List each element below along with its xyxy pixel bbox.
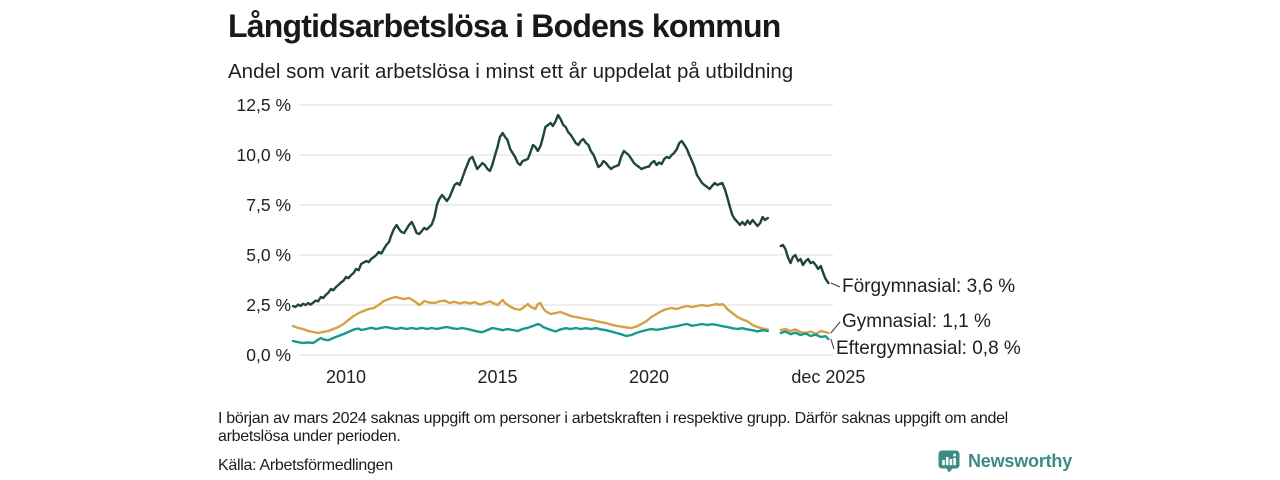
x-axis-tick-label: dec 2025 bbox=[791, 367, 865, 387]
series-line-eftergymnasial bbox=[779, 330, 830, 341]
series-line-gymnasial bbox=[291, 295, 769, 335]
x-axis-tick-label: 2015 bbox=[477, 367, 517, 387]
y-axis-tick-label: 2,5 % bbox=[246, 295, 291, 315]
newsworthy-logo-icon bbox=[938, 450, 960, 473]
series-end-label-gymnasial: Gymnasial: 1,1 % bbox=[842, 311, 991, 332]
newsworthy-brand: Newsworthy bbox=[938, 450, 1072, 473]
y-axis-tick-label: 5,0 % bbox=[246, 245, 291, 265]
chart-subtitle: Andel som varit arbetslösa i minst ett å… bbox=[228, 60, 794, 83]
newsworthy-brand-name: Newsworthy bbox=[968, 451, 1073, 471]
series-end-label-forgymnasial: Förgymnasial: 3,6 % bbox=[842, 276, 1016, 297]
series-line-forgymnasial bbox=[779, 243, 830, 285]
annotation-connector-eftergymnasial bbox=[830, 338, 835, 350]
y-axis-tick-label: 7,5 % bbox=[246, 195, 291, 215]
page-title: Långtidsarbetslösa i Bodens kommun bbox=[228, 8, 781, 44]
x-axis-tick-label: 2020 bbox=[629, 367, 669, 387]
series-end-label-eftergymnasial: Eftergymnasial: 0,8 % bbox=[836, 338, 1021, 359]
series-line-forgymnasial bbox=[291, 113, 769, 309]
series-line-eftergymnasial bbox=[291, 322, 769, 345]
y-axis-tick-label: 0,0 % bbox=[246, 345, 291, 365]
x-axis-tick-label: 2010 bbox=[326, 367, 366, 387]
y-axis-tick-label: 10,0 % bbox=[237, 145, 291, 165]
footnote: I början av mars 2024 saknas uppgift om … bbox=[218, 410, 1008, 445]
annotation-connector-forgymnasial bbox=[830, 282, 841, 288]
y-axis-tick-label: 12,5 % bbox=[237, 95, 291, 115]
source-label: Källa: Arbetsförmedlingen bbox=[218, 457, 393, 474]
annotation-connector-gymnasial bbox=[830, 321, 841, 334]
